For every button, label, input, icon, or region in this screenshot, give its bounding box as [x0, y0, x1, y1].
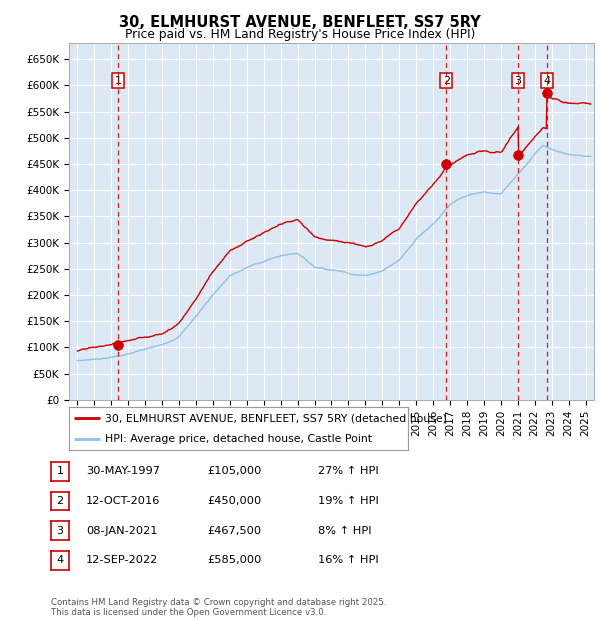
Text: 1: 1: [115, 76, 122, 86]
Text: £450,000: £450,000: [207, 496, 261, 506]
Text: 12-OCT-2016: 12-OCT-2016: [86, 496, 160, 506]
Text: 3: 3: [515, 76, 521, 86]
Text: 4: 4: [56, 556, 64, 565]
Text: 1: 1: [56, 466, 64, 476]
Text: 12-SEP-2022: 12-SEP-2022: [86, 556, 158, 565]
Text: 27% ↑ HPI: 27% ↑ HPI: [318, 466, 379, 476]
Text: 2: 2: [443, 76, 450, 86]
Text: £105,000: £105,000: [207, 466, 262, 476]
Text: 2: 2: [56, 496, 64, 506]
Text: 8% ↑ HPI: 8% ↑ HPI: [318, 526, 371, 536]
Text: HPI: Average price, detached house, Castle Point: HPI: Average price, detached house, Cast…: [104, 433, 371, 443]
Text: 08-JAN-2021: 08-JAN-2021: [86, 526, 157, 536]
Text: This data is licensed under the Open Government Licence v3.0.: This data is licensed under the Open Gov…: [51, 608, 326, 617]
Text: 4: 4: [543, 76, 550, 86]
Text: 3: 3: [56, 526, 64, 536]
Text: Price paid vs. HM Land Registry's House Price Index (HPI): Price paid vs. HM Land Registry's House …: [125, 28, 475, 40]
Text: £467,500: £467,500: [207, 526, 261, 536]
Text: Contains HM Land Registry data © Crown copyright and database right 2025.: Contains HM Land Registry data © Crown c…: [51, 598, 386, 607]
Text: £585,000: £585,000: [207, 556, 262, 565]
Text: 30, ELMHURST AVENUE, BENFLEET, SS7 5RY (detached house): 30, ELMHURST AVENUE, BENFLEET, SS7 5RY (…: [104, 414, 446, 423]
Text: 19% ↑ HPI: 19% ↑ HPI: [318, 496, 379, 506]
Text: 16% ↑ HPI: 16% ↑ HPI: [318, 556, 379, 565]
Text: 30-MAY-1997: 30-MAY-1997: [86, 466, 160, 476]
Text: 30, ELMHURST AVENUE, BENFLEET, SS7 5RY: 30, ELMHURST AVENUE, BENFLEET, SS7 5RY: [119, 16, 481, 30]
